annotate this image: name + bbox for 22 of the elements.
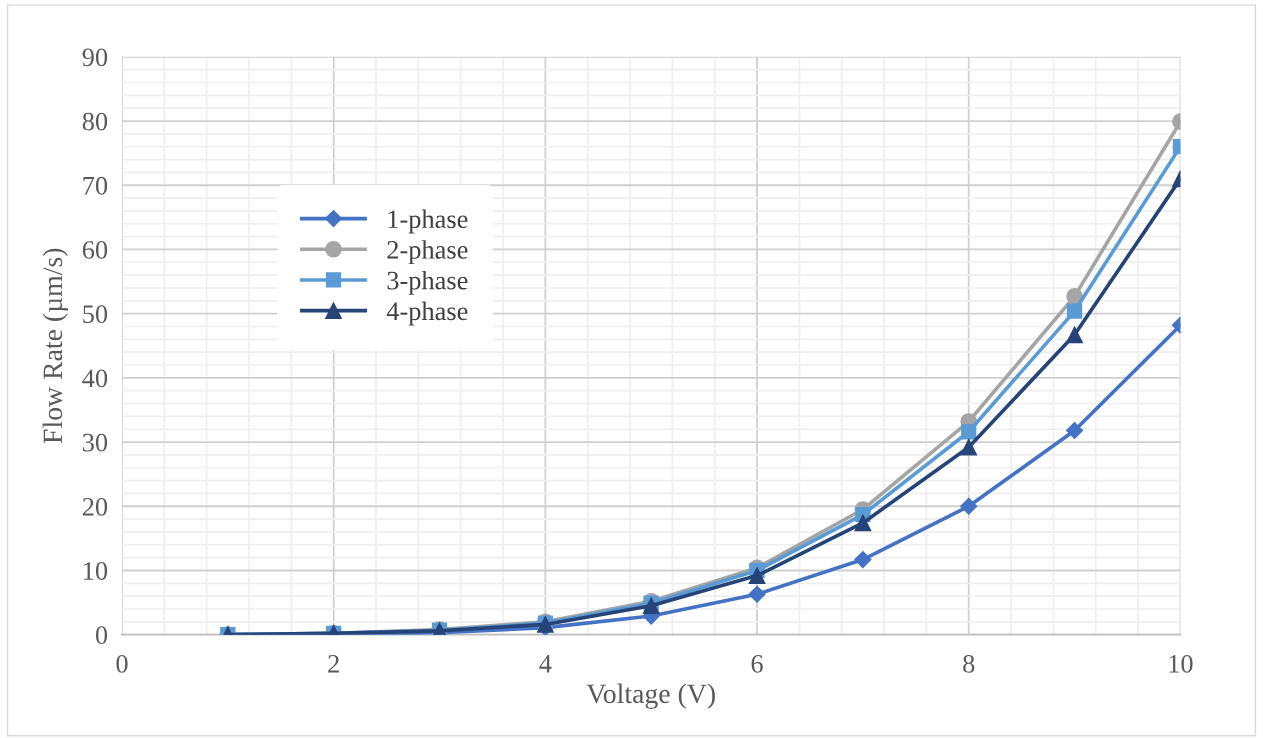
legend-label: 4-phase (386, 301, 468, 326)
legend-label: 1-phase (388, 209, 468, 234)
y-tick-label: 60 (82, 241, 108, 259)
y-tick-label: 40 (82, 369, 108, 388)
y-axis-title: Flow Rate (µm/s) (42, 248, 68, 444)
y-tick-label: 90 (82, 48, 108, 67)
y-tick-label: 70 (83, 176, 108, 195)
x-axis-title: Voltage (V) (586, 683, 715, 709)
x-tick-label: 6 (751, 654, 763, 673)
y-tick-label: 50 (83, 305, 108, 324)
y-tick-label: 80 (82, 112, 108, 131)
x-tick-label: 2 (328, 654, 339, 673)
x-tick-label: 8 (963, 654, 975, 673)
x-tick-label: 4 (539, 655, 552, 673)
x-tick-label: 0 (116, 654, 128, 673)
y-tick-label: 10 (84, 562, 108, 580)
y-tick-label: 20 (82, 497, 108, 516)
legend-label: 2-phase (387, 240, 468, 265)
legend-label: 3-phase (387, 270, 468, 295)
y-tick-label: 30 (82, 433, 108, 452)
y-tick-label: 0 (95, 626, 108, 645)
x-tick-label: 10 (1169, 654, 1193, 673)
